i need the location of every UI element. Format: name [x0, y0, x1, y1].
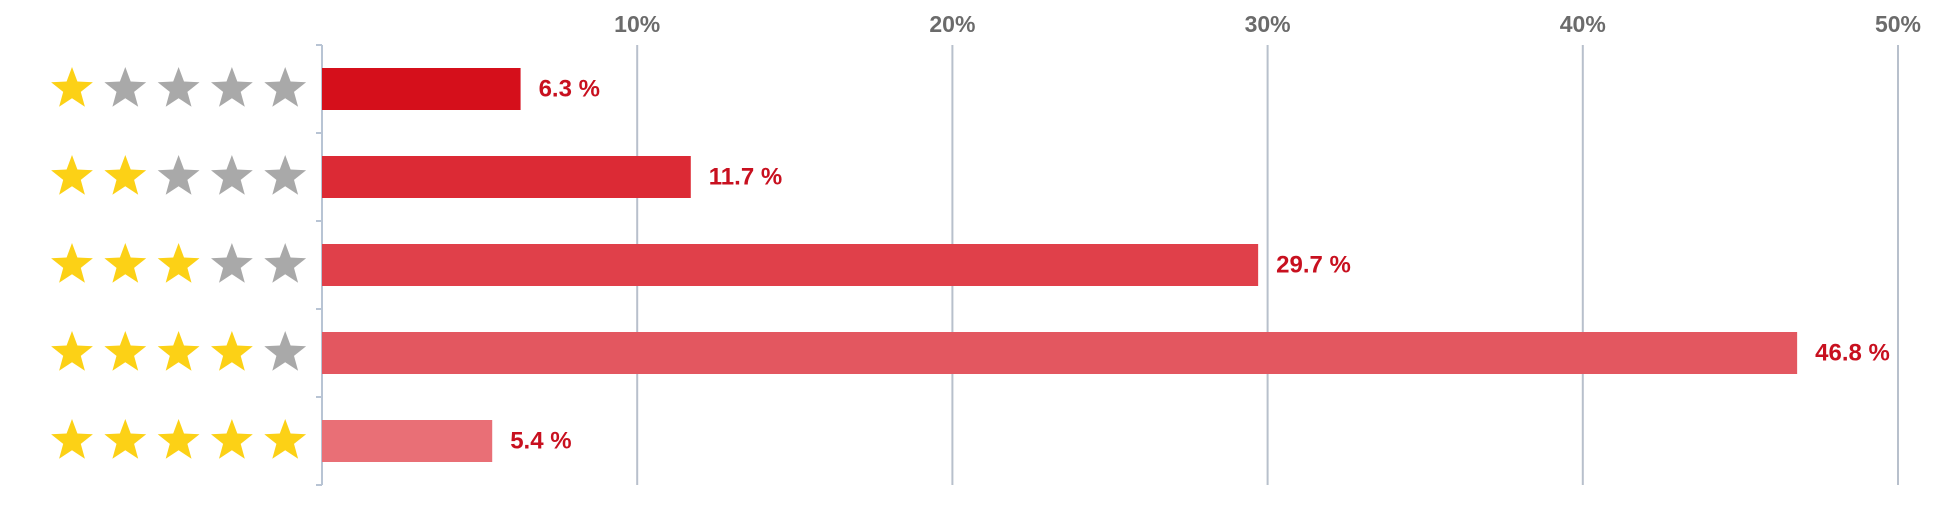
star — [104, 243, 147, 283]
value-label: 29.7 % — [1276, 251, 1351, 278]
star-rating — [51, 67, 307, 107]
bar — [322, 68, 521, 110]
star — [211, 419, 253, 459]
star — [51, 155, 93, 195]
x-tick-label: 10% — [614, 11, 660, 37]
bar — [322, 244, 1259, 286]
star — [157, 243, 200, 283]
bar — [322, 332, 1798, 374]
star — [51, 419, 93, 459]
x-tick-label: 40% — [1560, 11, 1606, 37]
star — [264, 243, 307, 283]
x-tick-label: 30% — [1245, 11, 1291, 37]
star-rating — [51, 331, 307, 371]
star — [264, 331, 307, 371]
star-rating — [51, 419, 307, 459]
star — [51, 331, 93, 371]
star — [104, 67, 147, 107]
star — [211, 331, 253, 371]
star — [157, 419, 200, 459]
x-tick-label: 50% — [1875, 11, 1921, 37]
star — [264, 419, 307, 459]
star — [264, 155, 307, 195]
bar — [322, 420, 493, 462]
star — [211, 243, 253, 283]
bar — [322, 156, 691, 198]
star — [211, 67, 253, 107]
star — [157, 331, 200, 371]
star — [104, 155, 147, 195]
value-label: 46.8 % — [1815, 339, 1890, 366]
star-rating — [51, 155, 307, 195]
star-rating — [51, 243, 307, 283]
star — [51, 243, 93, 283]
star — [51, 67, 93, 107]
star — [104, 419, 147, 459]
value-label: 11.7 % — [709, 163, 782, 190]
star — [157, 155, 200, 195]
x-tick-label: 20% — [929, 11, 975, 37]
star — [211, 155, 253, 195]
star — [157, 67, 200, 107]
value-label: 6.3 % — [539, 75, 600, 102]
star — [264, 67, 307, 107]
value-label: 5.4 % — [510, 427, 571, 454]
star — [104, 331, 147, 371]
